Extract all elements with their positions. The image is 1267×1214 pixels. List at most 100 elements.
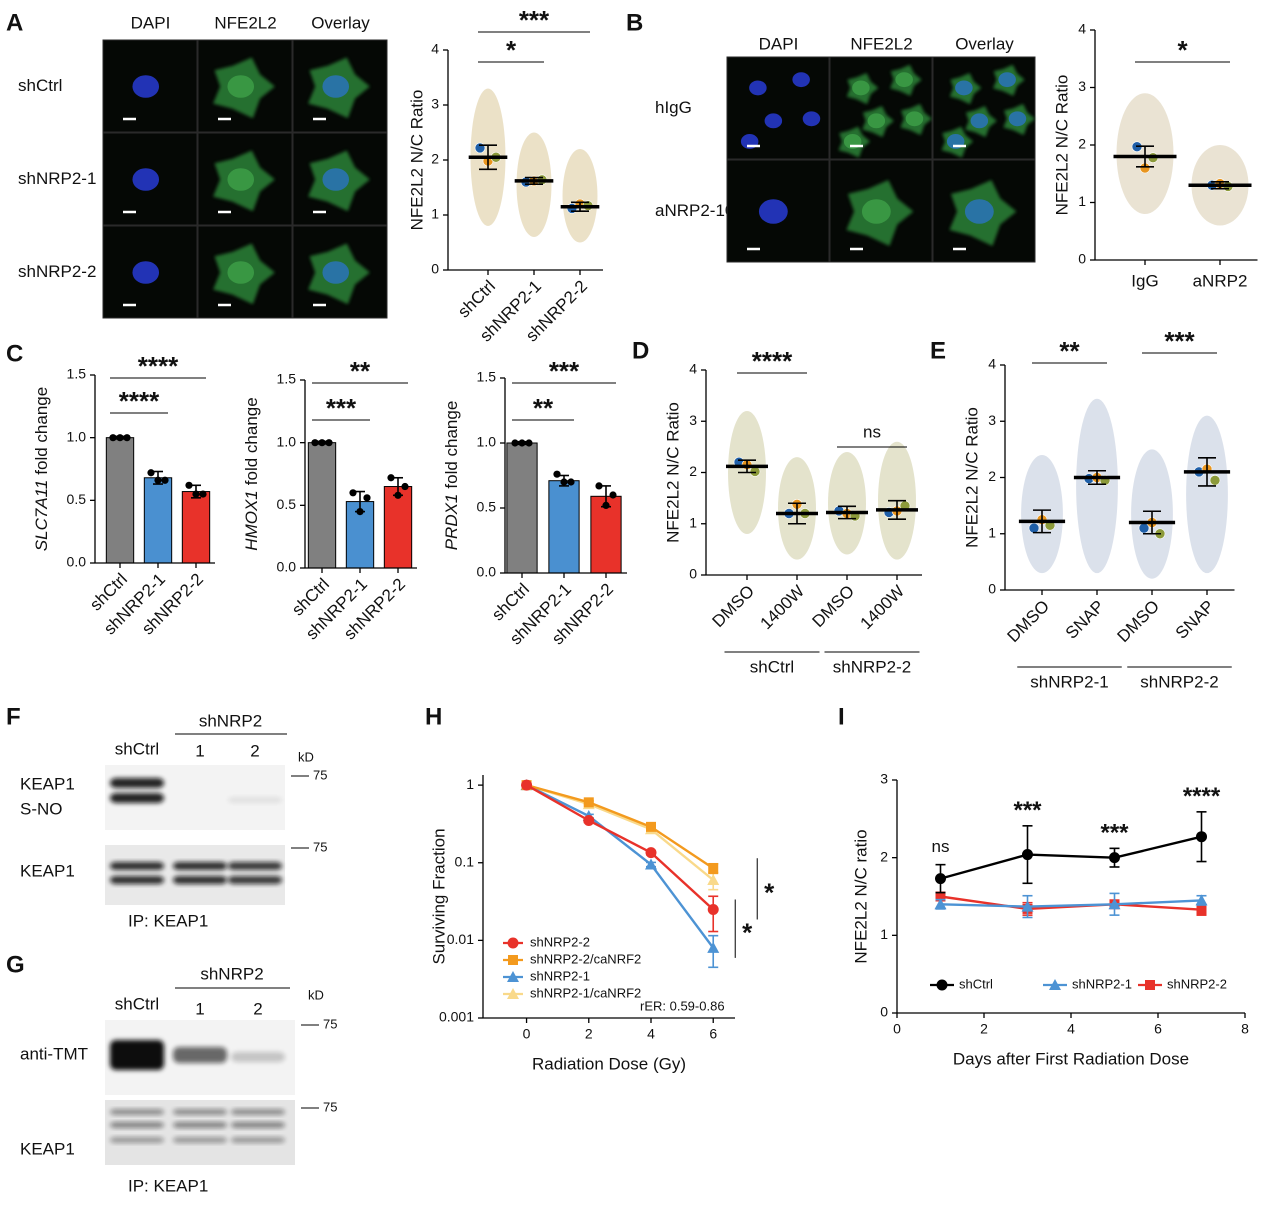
legend-label: shCtrl	[959, 976, 993, 991]
y-tick-label: 3	[1078, 78, 1086, 94]
group-label: shNRP2-2	[833, 657, 911, 676]
nucleus	[758, 199, 788, 224]
nucleus-stain	[227, 75, 255, 98]
blot-band	[173, 876, 227, 884]
nucleus-stain	[227, 261, 255, 284]
lane-number: 1	[195, 999, 204, 1018]
row-label: anti-TMT	[20, 1044, 88, 1063]
x-tick-label: 8	[1241, 1021, 1249, 1037]
blot-band	[110, 862, 164, 870]
lane-control: shCtrl	[115, 994, 159, 1013]
legend-marker	[507, 971, 519, 982]
y-axis-label-gene: HMOX1	[242, 490, 261, 550]
row-label: shNRP2-1	[18, 169, 96, 188]
data-spread	[562, 149, 598, 243]
y-tick-label: 2	[988, 468, 996, 484]
y-axis-label-text: fold change	[32, 387, 51, 475]
replicate-dot	[602, 501, 610, 509]
replicate-dot	[387, 474, 395, 482]
data-point	[1109, 852, 1120, 864]
y-tick-label: 3	[689, 412, 697, 428]
y-tick-label: 2	[880, 848, 888, 864]
panel-label: B	[626, 9, 643, 36]
y-tick-label: 2	[1078, 136, 1086, 152]
blot-band	[110, 1137, 164, 1143]
nucleus	[322, 75, 350, 98]
nucleus	[998, 72, 1016, 88]
lane-group: shNRP2	[199, 711, 262, 730]
panel-label: I	[838, 703, 845, 730]
panel-label: D	[632, 337, 649, 364]
x-tick-label: SNAP	[1172, 597, 1218, 643]
legend-label: shNRP2-1/caNRF2	[530, 985, 641, 1000]
nucleus	[764, 113, 783, 129]
legend-label: shNRP2-2	[530, 934, 590, 949]
significance-label: ****	[752, 346, 793, 376]
replicate-dot	[154, 476, 162, 484]
y-tick-label: 0.0	[67, 554, 87, 570]
nucleus	[964, 199, 994, 224]
significance-label: ***	[326, 393, 357, 423]
bar	[105, 437, 135, 564]
replicate-dot	[511, 439, 519, 447]
x-tick-label: 1400W	[756, 582, 808, 634]
row-label: S-NO	[20, 799, 63, 818]
y-axis-label: PRDX1 fold change	[442, 401, 461, 551]
significance-label: *	[506, 35, 517, 65]
y-tick-label: 0.01	[447, 931, 474, 947]
replicate-dot	[311, 439, 319, 447]
blot-band	[110, 793, 164, 803]
replicate-dot	[518, 439, 526, 447]
column-header: DAPI	[131, 13, 171, 32]
y-tick-label: 0.5	[67, 491, 87, 507]
nucleus	[792, 72, 810, 88]
row-label: shNRP2-2	[18, 262, 96, 281]
significance-label: ****	[119, 386, 160, 416]
x-tick-label: DMSO	[1004, 597, 1053, 646]
lane-group: shNRP2	[200, 964, 263, 983]
x-tick-label: 0	[523, 1026, 531, 1042]
unit-label: kD	[298, 749, 314, 764]
replicate-dot	[349, 489, 357, 497]
y-tick-label: 0	[880, 1004, 888, 1020]
y-axis-label: NFE2L2 N/C Ratio	[962, 407, 981, 548]
point-label: ***	[1013, 797, 1042, 824]
blot-band	[231, 1122, 285, 1128]
y-axis-label: NFE2L2 N/C ratio	[851, 829, 870, 963]
point-label: ***	[1100, 820, 1129, 847]
y-tick-label: 0.5	[277, 496, 297, 512]
replicate-dot	[199, 490, 207, 498]
replicate-dot	[609, 491, 617, 499]
nucleus	[802, 111, 821, 127]
data-point	[707, 941, 720, 953]
significance-label: **	[350, 356, 371, 386]
marker-label: 75	[323, 1016, 337, 1031]
panel-label: A	[6, 9, 23, 36]
legend-label: shNRP2-2	[1167, 976, 1227, 991]
nucleus	[970, 113, 989, 129]
legend-label: shNRP2-2/caNRF2	[530, 951, 641, 966]
annotation: rER: 0.59-0.86	[640, 998, 725, 1013]
y-axis-label: HMOX1 fold change	[242, 397, 261, 550]
data-point	[935, 891, 946, 902]
data-point	[583, 815, 595, 827]
y-axis-label: Surviving Fraction	[429, 828, 448, 964]
replicate-dot	[147, 469, 155, 477]
replicate-dot	[161, 476, 169, 484]
x-tick-label: 4	[647, 1026, 655, 1042]
x-tick-label: 1400W	[856, 582, 908, 634]
legend-label: shNRP2-1	[530, 968, 590, 983]
y-tick-label: 0	[1078, 251, 1086, 267]
replicate-dot	[560, 478, 568, 486]
blot-band	[228, 797, 282, 803]
x-tick-label: 2	[585, 1026, 593, 1042]
y-axis-label: SLC7A11 fold change	[32, 387, 51, 551]
series-line	[526, 784, 715, 949]
nucleus	[132, 75, 160, 98]
replicate-dot	[363, 494, 371, 502]
nucleus	[955, 80, 973, 96]
bar	[307, 442, 337, 569]
x-axis-label: Radiation Dose (Gy)	[532, 1054, 686, 1073]
lane-control: shCtrl	[115, 739, 159, 758]
replicate-dot	[185, 481, 193, 489]
